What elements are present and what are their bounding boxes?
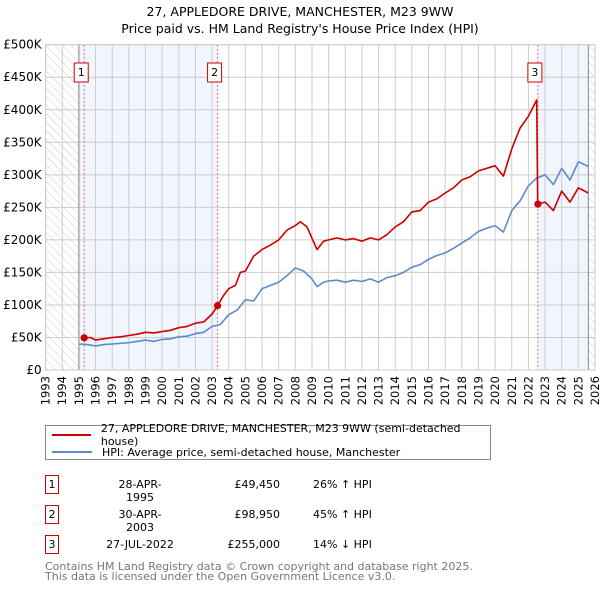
x-tick-label: 2001 [172,376,186,405]
y-tick-label: £0 [26,363,41,377]
x-tick-label: 2022 [521,376,535,405]
x-tick-label: 2023 [538,376,552,405]
sale-marker-badge: 2 [45,505,59,524]
y-tick-label: £50K [11,330,43,344]
sale-point [534,200,542,208]
legend: 27, APPLEDORE DRIVE, MANCHESTER, M23 9WW… [45,422,491,460]
x-tick-label: 2010 [322,376,336,405]
plot-border [45,44,596,371]
x-tick-label: 2002 [188,376,202,405]
x-tick-label: 2016 [422,376,436,405]
y-tick-label: £500K [3,38,43,52]
y-tick-label: £400K [3,103,43,117]
x-tick-label: 2011 [338,376,352,405]
x-tick-label: 2003 [205,376,219,405]
sale-hpi-diff: 45% ↑ HPI [313,508,372,521]
sale-label-box [527,62,543,83]
sale-label: 3 [531,66,538,79]
price-chart: 1993 1994 1995 1996 1997 1998 1999 2000 2001 2002… [3,38,600,406]
x-tick-label: 2014 [388,376,402,405]
x-tick-label: 2005 [238,376,252,405]
sale-price: £98,950 [234,508,281,521]
table-row: 3 27-JUL-2022 £255,000 14% ↓ HPI [45,535,445,555]
x-tick-label: 2021 [505,376,519,405]
chart-subtitle: Price paid vs. HM Land Registry's House … [121,21,479,36]
hpi-series-line [78,161,589,347]
sale-marker-badge: 3 [45,535,59,554]
x-tick-label: 2015 [405,376,419,405]
table-row: 1 28-APR-1995 £49,450 26% ↑ HPI [45,475,445,504]
y-tick-label: £100K [3,298,43,312]
sale-date: 30-APR-2003 [118,508,162,534]
sale-label-box [207,62,223,83]
y-tick-label: £300K [3,168,43,182]
table-row: 2 30-APR-2003 £98,950 45% ↑ HPI [45,505,445,534]
footer-licence: This data is licensed under the Open Gov… [45,570,396,583]
y-tick-label: £350K [3,135,43,149]
x-tick-label: 2007 [272,376,286,405]
x-tick-label: 2006 [255,376,269,405]
sale-hpi-diff: 14% ↓ HPI [313,538,372,551]
property-series-line [84,99,589,341]
sale-hpi-diff: 26% ↑ HPI [313,478,372,491]
sale-date: 28-APR-1995 [118,478,162,504]
legend-label: HPI: Average price, semi-detached house,… [102,445,401,459]
y-tick-label: £450K [3,70,43,84]
y-tick-label: £250K [3,200,43,214]
x-tick-label: 2019 [471,376,485,405]
y-tick-label: £150K [3,265,43,279]
legend-label: 27, APPLEDORE DRIVE, MANCHESTER, M23 9WW… [100,422,461,448]
y-tick-label: £200K [3,233,43,247]
x-tick-label: 2020 [488,376,502,405]
sale-label: 2 [211,66,218,79]
sale-date: 27-JUL-2022 [106,538,174,551]
sale-point [80,334,88,342]
x-tick-label: 1993 [39,376,53,405]
x-tick-label: 2026 [588,376,600,405]
x-tick-label: 1999 [138,376,152,405]
x-tick-label: 2009 [305,376,319,405]
sale-price: £49,450 [234,478,281,491]
x-tick-label: 2008 [288,376,302,405]
chart-title: 27, APPLEDORE DRIVE, MANCHESTER, M23 9WW [146,4,454,19]
sale-price: £255,000 [227,538,281,551]
x-tick-label: 1998 [122,376,136,405]
x-tick-label: 2012 [355,376,369,405]
legend-swatch-blue [52,451,92,453]
sale-marker-badge: 1 [45,475,59,494]
sale-label-box [73,62,89,83]
sale-label: 1 [78,66,85,79]
x-tick-label: 2013 [372,376,386,405]
x-tick-label: 2018 [455,376,469,405]
x-tick-label: 2024 [555,376,569,405]
x-tick-label: 1997 [105,376,119,405]
footer-copyright: Contains HM Land Registry data © Crown c… [45,560,473,573]
x-tick-label: 2000 [155,376,169,405]
x-tick-label: 2017 [438,376,452,405]
x-tick-label: 1996 [89,376,103,405]
x-tick-label: 1995 [72,376,86,405]
legend-swatch-red [52,434,91,436]
x-tick-label: 1994 [55,376,69,405]
x-tick-label: 2004 [222,376,236,405]
legend-item-hpi: HPI: Average price, semi-detached house,… [52,444,400,460]
x-tick-label: 2025 [571,376,585,405]
sale-point [213,302,222,310]
legend-item-property: 27, APPLEDORE DRIVE, MANCHESTER, M23 9WW… [52,422,490,448]
